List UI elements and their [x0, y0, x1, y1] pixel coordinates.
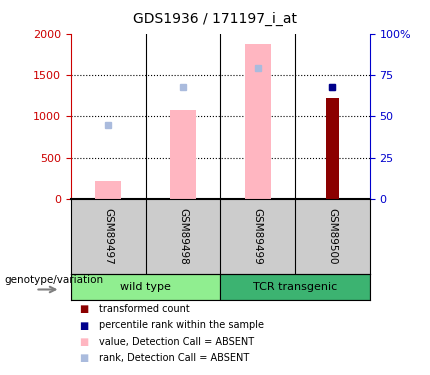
Bar: [326, 98, 339, 199]
Text: TCR transgenic: TCR transgenic: [253, 282, 337, 292]
Bar: [245, 45, 271, 199]
Bar: [71, 274, 220, 300]
Text: transformed count: transformed count: [99, 304, 190, 314]
Text: percentile rank within the sample: percentile rank within the sample: [99, 321, 264, 330]
Text: genotype/variation: genotype/variation: [4, 275, 104, 285]
Text: ■: ■: [80, 353, 89, 363]
Text: ■: ■: [80, 304, 89, 314]
Text: value, Detection Call = ABSENT: value, Detection Call = ABSENT: [99, 337, 254, 346]
Text: GSM89499: GSM89499: [253, 208, 263, 265]
Bar: [95, 181, 121, 199]
Text: rank, Detection Call = ABSENT: rank, Detection Call = ABSENT: [99, 353, 249, 363]
Bar: [170, 111, 196, 199]
Text: wild type: wild type: [120, 282, 171, 292]
Text: GSM89500: GSM89500: [327, 208, 338, 264]
Bar: [220, 274, 370, 300]
Text: GSM89498: GSM89498: [178, 208, 188, 265]
Text: ■: ■: [80, 337, 89, 346]
Text: GSM89497: GSM89497: [103, 208, 114, 265]
Text: GDS1936 / 171197_i_at: GDS1936 / 171197_i_at: [133, 12, 297, 26]
Text: ■: ■: [80, 321, 89, 330]
